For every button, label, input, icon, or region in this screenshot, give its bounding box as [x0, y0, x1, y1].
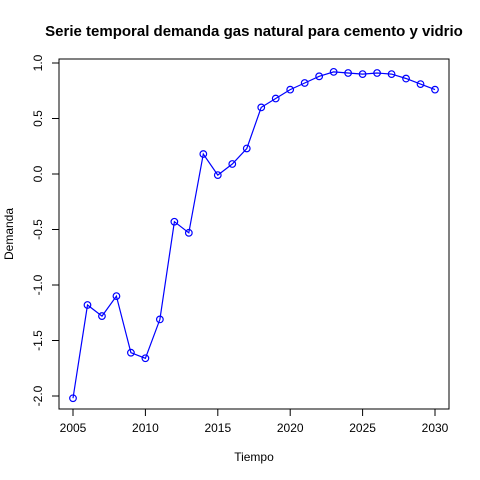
data-point — [170, 217, 179, 226]
data-point — [431, 85, 439, 94]
data-point — [315, 72, 324, 81]
data-point — [69, 394, 77, 403]
series-demanda — [69, 67, 439, 403]
data-point — [257, 103, 266, 112]
y-axis-label: Demanda — [2, 208, 16, 260]
x-tick-label: 2025 — [349, 421, 376, 435]
data-point — [127, 348, 135, 357]
data-point — [358, 70, 367, 78]
data-point — [112, 292, 121, 301]
data-point — [286, 85, 295, 94]
x-axis-label: Tiempo — [234, 450, 274, 464]
x-tick-label: 2005 — [60, 421, 87, 435]
data-point — [387, 70, 396, 78]
data-point — [402, 74, 410, 83]
data-point — [141, 354, 150, 363]
y-axis: -2.0 -1.5 -1.0 -0.5 0.0 0.5 1.0 — [31, 54, 60, 406]
data-point — [228, 160, 237, 168]
data-point — [199, 150, 208, 158]
series-line — [72, 71, 436, 399]
data-point — [155, 315, 164, 324]
x-tick-label: 2030 — [422, 421, 449, 435]
chart-title: Serie temporal demanda gas natural para … — [45, 23, 463, 40]
y-tick-label: -0.5 — [31, 219, 45, 240]
data-point — [213, 171, 222, 180]
data-point — [344, 69, 353, 77]
y-tick-label: -1.0 — [31, 274, 45, 295]
data-point — [83, 301, 92, 309]
data-point — [329, 67, 338, 76]
data-point — [416, 80, 425, 88]
y-tick-label: 1.0 — [31, 54, 45, 71]
y-tick-label: -2.0 — [31, 385, 45, 406]
y-tick-label: -1.5 — [31, 330, 45, 351]
x-axis: 2005 2010 2015 2020 2025 2030 — [60, 408, 449, 435]
x-tick-label: 2010 — [132, 421, 159, 435]
data-point — [184, 228, 193, 237]
data-point — [271, 94, 280, 103]
data-point — [373, 69, 381, 77]
plot-frame — [58, 58, 450, 410]
x-tick-label: 2020 — [277, 421, 304, 435]
data-point — [300, 79, 309, 87]
data-point — [98, 312, 106, 320]
y-tick-label: 0.5 — [31, 110, 45, 127]
data-point — [242, 144, 251, 153]
x-tick-label: 2015 — [204, 421, 231, 435]
y-tick-label: 0.0 — [31, 165, 45, 182]
